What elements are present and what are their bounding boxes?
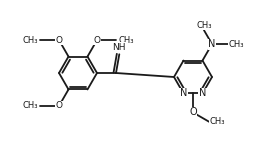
Text: N: N: [199, 88, 206, 98]
Text: CH₃: CH₃: [22, 101, 38, 110]
Text: CH₃: CH₃: [196, 21, 212, 30]
Text: O: O: [189, 107, 197, 118]
Text: CH₃: CH₃: [210, 118, 225, 126]
Text: O: O: [55, 101, 62, 110]
Text: CH₃: CH₃: [22, 36, 38, 45]
Text: O: O: [93, 36, 100, 45]
Text: CH₃: CH₃: [228, 40, 244, 49]
Text: NH: NH: [113, 43, 126, 52]
Text: O: O: [55, 36, 62, 45]
Text: N: N: [208, 39, 216, 49]
Text: CH₃: CH₃: [118, 36, 134, 45]
Text: N: N: [180, 88, 187, 98]
